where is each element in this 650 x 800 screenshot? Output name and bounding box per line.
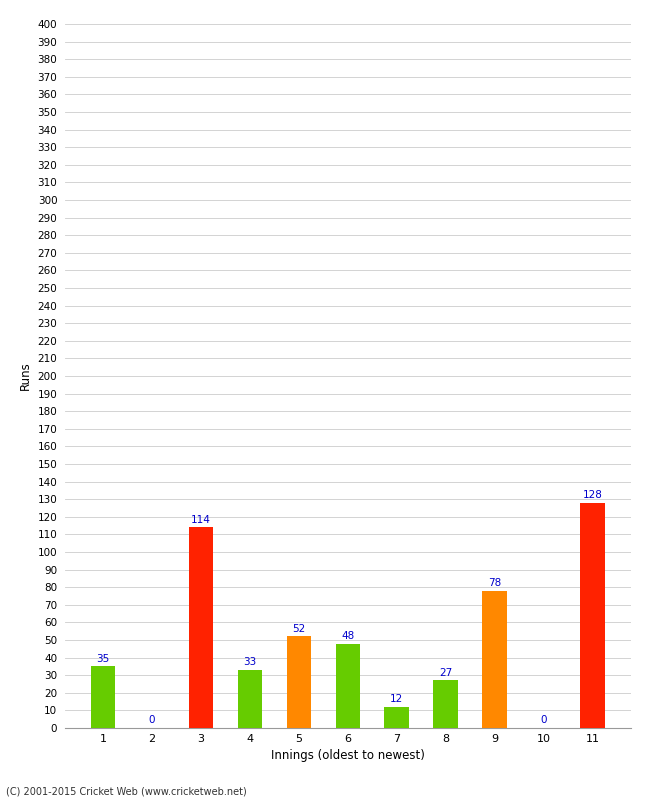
Text: 0: 0	[149, 715, 155, 726]
Bar	[384, 707, 409, 728]
Text: 33: 33	[243, 658, 257, 667]
Bar	[188, 527, 213, 728]
Y-axis label: Runs: Runs	[19, 362, 32, 390]
Text: 35: 35	[96, 654, 110, 664]
Text: 12: 12	[390, 694, 404, 704]
Text: 128: 128	[582, 490, 603, 500]
Bar	[91, 666, 115, 728]
Text: 78: 78	[488, 578, 501, 588]
Text: 27: 27	[439, 668, 452, 678]
Bar	[287, 637, 311, 728]
Text: 52: 52	[292, 624, 306, 634]
Bar	[580, 502, 605, 728]
Text: 48: 48	[341, 631, 354, 641]
Bar	[482, 590, 507, 728]
Text: 114: 114	[191, 514, 211, 525]
Bar	[434, 681, 458, 728]
Bar	[238, 670, 262, 728]
Text: (C) 2001-2015 Cricket Web (www.cricketweb.net): (C) 2001-2015 Cricket Web (www.cricketwe…	[6, 786, 247, 796]
Bar	[335, 643, 360, 728]
X-axis label: Innings (oldest to newest): Innings (oldest to newest)	[271, 749, 424, 762]
Text: 0: 0	[540, 715, 547, 726]
